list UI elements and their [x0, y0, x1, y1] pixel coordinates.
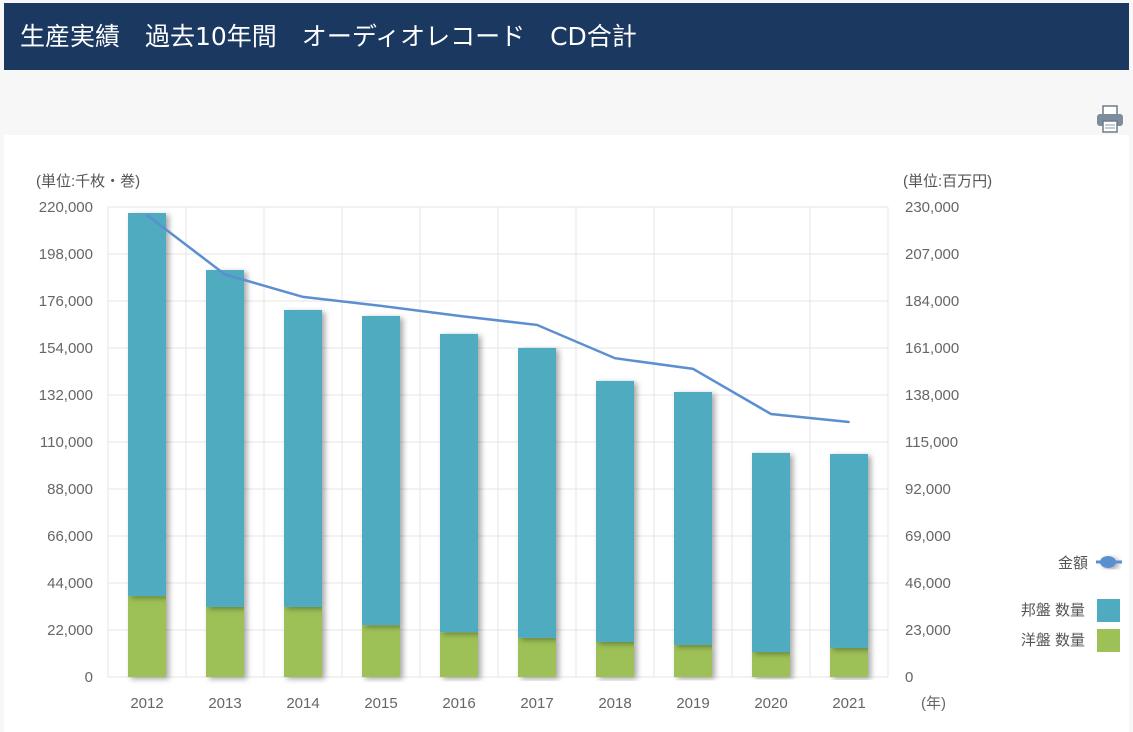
bar-domestic — [518, 348, 556, 638]
y-right-tick-label: 230,000 — [905, 199, 959, 216]
bar-foreign — [128, 596, 166, 677]
y-tick-label: 22,000 — [47, 622, 93, 639]
line-amount — [146, 214, 850, 424]
x-tick-label: 2015 — [364, 695, 397, 712]
bar-domestic — [206, 270, 244, 607]
y-right-tick-label: 92,000 — [905, 481, 951, 498]
line-point — [302, 295, 304, 298]
line-point — [224, 273, 226, 276]
x-tick-label: 2021 — [832, 695, 865, 712]
bar-domestic — [596, 380, 634, 642]
y-tick-label: 0 — [85, 669, 93, 686]
bar-domestic — [752, 452, 790, 653]
y-right-tick-label: 69,000 — [905, 528, 951, 545]
line-point — [770, 413, 772, 416]
x-tick-label: 2012 — [130, 695, 163, 712]
x-tick-label: 2014 — [286, 695, 319, 712]
y-right-tick-label: 184,000 — [905, 293, 959, 310]
x-axis-title: (年) — [921, 695, 946, 712]
printer-icon[interactable] — [1095, 104, 1125, 134]
y-tick-label: 132,000 — [39, 387, 93, 404]
y-right-tick-label: 161,000 — [905, 340, 959, 357]
line-point — [692, 367, 694, 370]
bar-foreign — [362, 625, 400, 677]
y-axis-title: (単位:千枚・巻) — [36, 173, 140, 190]
bar-domestic — [440, 333, 478, 633]
line-point — [614, 357, 616, 360]
line-point — [848, 420, 850, 423]
y-right-tick-label: 46,000 — [905, 575, 951, 592]
bar-foreign — [284, 606, 322, 677]
y-tick-label: 220,000 — [39, 199, 93, 216]
y-tick-label: 88,000 — [47, 481, 93, 498]
legend-label-amount: 金額 — [1058, 555, 1088, 572]
page-title: 生産実績 過去10年間 オーディオレコード CD合計 — [4, 3, 1129, 70]
legend-label-domestic: 邦盤 数量 — [1021, 602, 1085, 619]
bar-domestic — [284, 309, 322, 607]
x-tick-label: 2013 — [208, 695, 241, 712]
y-tick-label: 44,000 — [47, 575, 93, 592]
x-tick-label: 2018 — [598, 695, 631, 712]
bar-foreign — [206, 606, 244, 677]
chart-panel — [4, 135, 1129, 732]
y-tick-label: 110,000 — [40, 434, 93, 451]
bar-domestic — [830, 453, 868, 648]
bar-domestic — [674, 392, 712, 645]
legend-swatch-domestic — [1097, 599, 1120, 622]
bar-foreign — [830, 647, 868, 677]
x-tick-label: 2020 — [754, 695, 787, 712]
y-right-tick-label: 138,000 — [905, 387, 959, 404]
y-right-tick-label: 23,000 — [905, 622, 951, 639]
bar-foreign — [518, 637, 556, 677]
x-tick-label: 2016 — [442, 695, 475, 712]
y-right-tick-label: 115,000 — [905, 434, 958, 451]
line-point — [458, 314, 460, 317]
bar-foreign — [596, 641, 634, 677]
legend-swatch-foreign — [1097, 629, 1120, 652]
bar-foreign — [752, 652, 790, 677]
y-tick-label: 176,000 — [39, 293, 93, 310]
line-point — [380, 304, 382, 307]
legend-label-foreign: 洋盤 数量 — [1021, 632, 1085, 649]
x-tick-label: 2019 — [676, 695, 709, 712]
y-tick-label: 154,000 — [39, 340, 93, 357]
y-tick-label: 66,000 — [47, 528, 93, 545]
line-point — [536, 323, 538, 326]
y-right-tick-label: 0 — [905, 669, 913, 686]
bar-domestic — [128, 212, 166, 597]
bar-foreign — [674, 644, 712, 677]
y-tick-label: 198,000 — [39, 246, 93, 263]
y-right-axis-title: (単位:百万円) — [903, 173, 992, 190]
bar-domestic — [362, 315, 400, 626]
y-right-tick-label: 207,000 — [905, 246, 959, 263]
line-point — [146, 214, 148, 217]
bar-foreign — [440, 632, 478, 677]
x-tick-label: 2017 — [520, 695, 553, 712]
